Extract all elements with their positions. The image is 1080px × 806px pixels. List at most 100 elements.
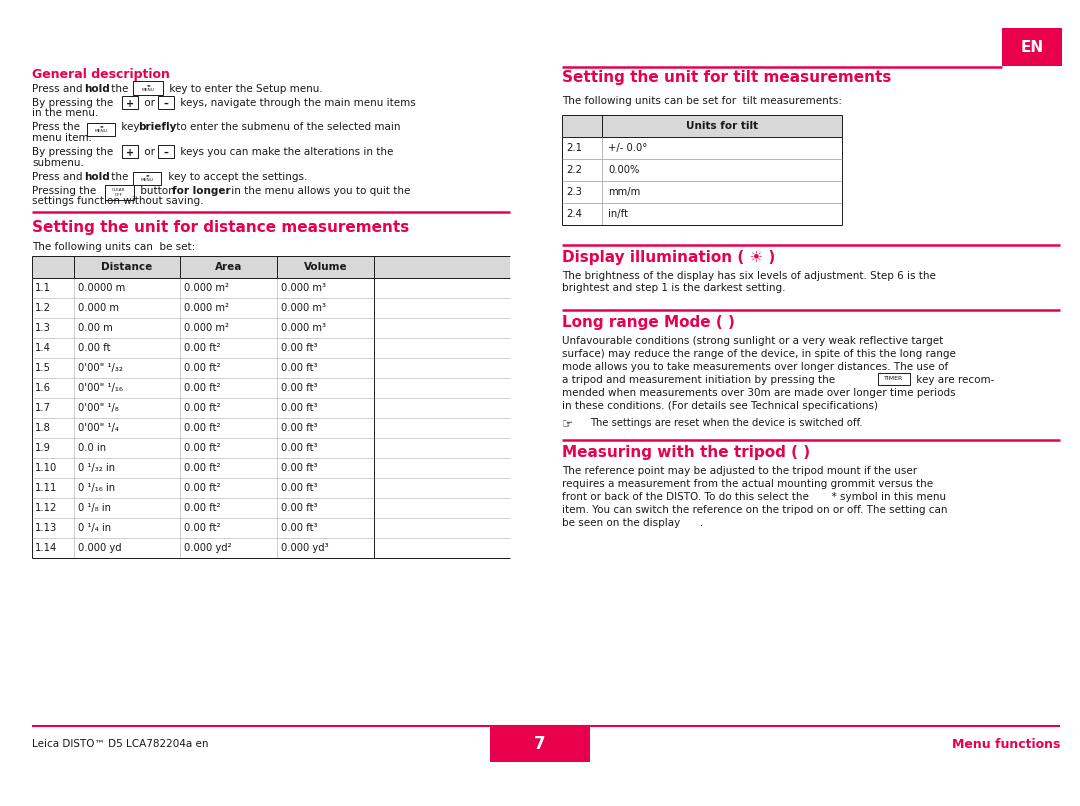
Text: 0.00%: 0.00% <box>608 165 639 175</box>
Bar <box>878 373 910 385</box>
Text: Display illumination ( ☀ ): Display illumination ( ☀ ) <box>562 250 775 265</box>
Text: in the menu.: in the menu. <box>32 109 98 118</box>
Text: Units for tilt: Units for tilt <box>686 121 758 131</box>
Bar <box>122 96 138 109</box>
Text: +: + <box>126 99 134 109</box>
Text: 0.000 m: 0.000 m <box>78 303 119 313</box>
Text: key to accept the settings.: key to accept the settings. <box>165 172 308 181</box>
Text: briefly: briefly <box>138 123 176 132</box>
Text: 2.3: 2.3 <box>566 187 582 197</box>
Text: 0.00 ft²: 0.00 ft² <box>184 503 220 513</box>
Text: 0 ¹/₁₆ in: 0 ¹/₁₆ in <box>78 483 116 493</box>
Text: 1.10: 1.10 <box>35 463 57 473</box>
Text: 0.00 ft²: 0.00 ft² <box>184 363 220 373</box>
Text: button: button <box>137 185 178 196</box>
Text: Menu functions: Menu functions <box>951 737 1059 750</box>
Text: 0 ¹/₈ in: 0 ¹/₈ in <box>78 503 111 513</box>
Text: mode allows you to take measurements over longer distances. The use of: mode allows you to take measurements ove… <box>562 362 948 372</box>
Text: 7: 7 <box>535 735 545 753</box>
Text: 0.00 ft²: 0.00 ft² <box>184 443 220 453</box>
Text: CLEAR
OFF: CLEAR OFF <box>112 188 125 197</box>
Bar <box>562 115 842 137</box>
Text: Volume: Volume <box>303 262 348 272</box>
Text: to enter the submenu of the selected main: to enter the submenu of the selected mai… <box>173 123 401 132</box>
Text: ☞: ☞ <box>562 418 573 431</box>
Text: 0.00 ft²: 0.00 ft² <box>184 423 220 433</box>
Text: 2.1: 2.1 <box>566 143 582 153</box>
Text: 0'00" ¹/₃₂: 0'00" ¹/₃₂ <box>78 363 123 373</box>
Text: 1.5: 1.5 <box>35 363 51 373</box>
Text: 2.4: 2.4 <box>566 209 582 219</box>
Text: 0.00 ft²: 0.00 ft² <box>184 383 220 393</box>
Text: 0.000 m²: 0.000 m² <box>184 323 229 333</box>
Text: –: – <box>163 148 168 158</box>
Bar <box>562 137 842 159</box>
Text: 1.9: 1.9 <box>35 443 51 453</box>
Text: 0.0 in: 0.0 in <box>78 443 106 453</box>
Text: Measuring with the tripod ( ): Measuring with the tripod ( ) <box>562 445 810 460</box>
Text: 0.00 ft³: 0.00 ft³ <box>281 403 318 413</box>
Text: Area: Area <box>215 262 242 272</box>
Bar <box>32 256 510 278</box>
Text: 0'00" ¹/₄: 0'00" ¹/₄ <box>78 423 119 433</box>
Text: 1.4: 1.4 <box>35 343 51 353</box>
Text: Press and: Press and <box>32 172 85 181</box>
Text: key are recom-: key are recom- <box>913 375 995 385</box>
Text: Long range Mode ( ): Long range Mode ( ) <box>562 315 734 330</box>
Text: +: + <box>126 148 134 158</box>
Text: 0.00 ft³: 0.00 ft³ <box>281 523 318 533</box>
Text: surface) may reduce the range of the device, in spite of this the long range: surface) may reduce the range of the dev… <box>562 349 956 359</box>
Text: 1.11: 1.11 <box>35 483 57 493</box>
Text: 0.00 ft²: 0.00 ft² <box>184 343 220 353</box>
Text: 0'00" ¹/₁₆: 0'00" ¹/₁₆ <box>78 383 123 393</box>
Text: Press and: Press and <box>32 84 85 94</box>
Text: Pressing the: Pressing the <box>32 185 99 196</box>
Text: The following units can be set for  tilt measurements:: The following units can be set for tilt … <box>562 96 842 106</box>
Text: 0.00 ft²: 0.00 ft² <box>184 463 220 473</box>
Text: 0.00 ft³: 0.00 ft³ <box>281 343 318 353</box>
Text: 0.0000 m: 0.0000 m <box>78 283 125 293</box>
Text: 0.00 ft²: 0.00 ft² <box>184 523 220 533</box>
Text: By pressing the: By pressing the <box>32 98 117 108</box>
Text: 0 ¹/₃₂ in: 0 ¹/₃₂ in <box>78 463 116 473</box>
Text: Unfavourable conditions (strong sunlight or a very weak reflective target: Unfavourable conditions (strong sunlight… <box>562 336 943 346</box>
Text: in the menu allows you to quit the: in the menu allows you to quit the <box>228 185 410 196</box>
Text: settings function without saving.: settings function without saving. <box>32 196 203 206</box>
Text: 0.00 ft: 0.00 ft <box>78 343 110 353</box>
Text: key to enter the Setup menu.: key to enter the Setup menu. <box>166 84 323 94</box>
Text: 0.00 ft³: 0.00 ft³ <box>281 463 318 473</box>
Text: keys, navigate through the main menu items: keys, navigate through the main menu ite… <box>177 98 416 108</box>
Text: The reference point may be adjusted to the tripod mount if the user: The reference point may be adjusted to t… <box>562 466 917 476</box>
Text: Press the: Press the <box>32 123 83 132</box>
Bar <box>133 81 163 95</box>
Text: 1.7: 1.7 <box>35 403 51 413</box>
Text: EN: EN <box>1021 39 1043 55</box>
Text: 0.00 ft³: 0.00 ft³ <box>281 483 318 493</box>
Text: 1.6: 1.6 <box>35 383 51 393</box>
Text: 1.13: 1.13 <box>35 523 57 533</box>
Text: keys you can make the alterations in the: keys you can make the alterations in the <box>177 147 393 157</box>
Text: the: the <box>108 84 132 94</box>
Bar <box>490 726 590 762</box>
Text: 0.00 ft³: 0.00 ft³ <box>281 423 318 433</box>
Text: 0.00 ft³: 0.00 ft³ <box>281 503 318 513</box>
Bar <box>122 145 138 158</box>
Text: 0.00 ft²: 0.00 ft² <box>184 483 220 493</box>
Bar <box>562 203 842 225</box>
Bar <box>562 159 842 181</box>
Text: front or back of the DISTO. To do this select the       * symbol in this menu: front or back of the DISTO. To do this s… <box>562 492 946 502</box>
Text: 0'00" ¹/₈: 0'00" ¹/₈ <box>78 403 119 413</box>
Text: item. You can switch the reference on the tripod on or off. The setting can: item. You can switch the reference on th… <box>562 505 947 515</box>
Text: hold: hold <box>84 84 110 94</box>
Bar <box>1002 28 1062 66</box>
Text: 0 ¹/₄ in: 0 ¹/₄ in <box>78 523 111 533</box>
Text: –: – <box>163 99 168 109</box>
Text: 0.000 m²: 0.000 m² <box>184 303 229 313</box>
Text: 0.000 m³: 0.000 m³ <box>281 323 326 333</box>
Text: Distance: Distance <box>102 262 152 272</box>
Text: 0.00 ft²: 0.00 ft² <box>184 403 220 413</box>
Bar <box>158 96 174 109</box>
Bar <box>562 181 842 203</box>
Text: Setting the unit for distance measurements: Setting the unit for distance measuremen… <box>32 220 409 235</box>
Text: 1.3: 1.3 <box>35 323 51 333</box>
